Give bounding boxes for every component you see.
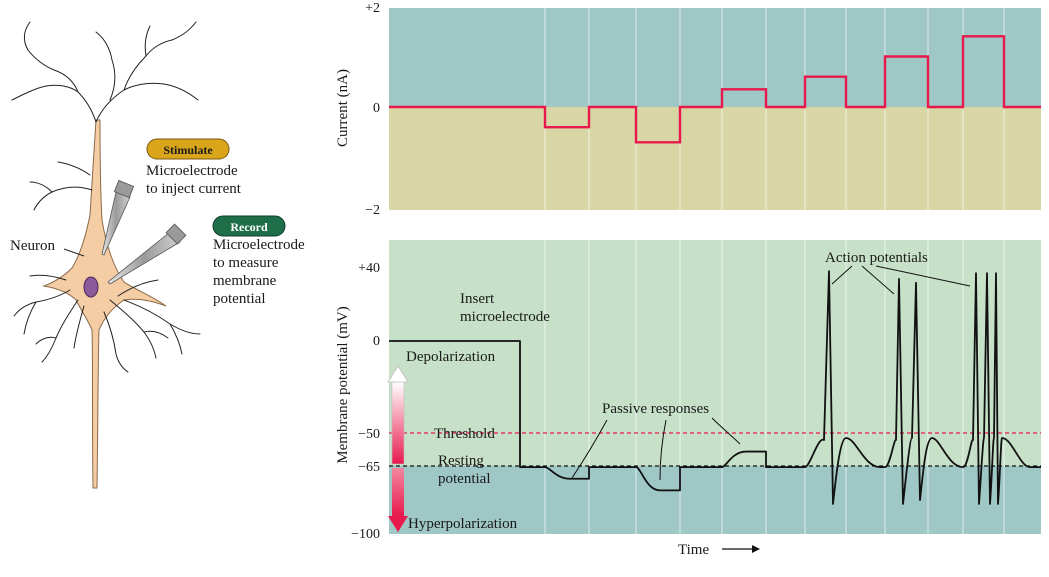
- time-arrow: [722, 545, 760, 553]
- neuron-nucleus: [83, 276, 99, 298]
- insert-label-1: Insert: [460, 291, 495, 307]
- resting-label-2: potential: [438, 471, 491, 487]
- neuron-leader-line: [63, 248, 85, 257]
- record-desc-2: to measure: [213, 255, 279, 271]
- potential-bg-below-rest: [389, 466, 1041, 534]
- potential-tick-minus100: −100: [351, 527, 380, 542]
- membrane-potential-line: [389, 270, 1041, 505]
- record-electrode: [107, 223, 187, 285]
- neuron-label: Neuron: [10, 238, 55, 254]
- time-label: Time: [678, 542, 709, 558]
- potential-ylabel: Membrane potential (mV): [335, 306, 351, 463]
- current-trace: [389, 35, 1041, 144]
- neuron-illustration: [11, 21, 201, 489]
- current-grid: [544, 8, 1005, 210]
- current-panel: +2 0 −2 Current (nA): [335, 1, 1041, 218]
- potential-panel: +40 0 −50 −65 −100 Membrane potential (m…: [335, 240, 1041, 558]
- passive-label: Passive responses: [602, 401, 709, 417]
- potential-tick-minus65: −65: [358, 460, 380, 475]
- record-desc-1: Microelectrode: [213, 237, 305, 253]
- annotation-leader-lines: [571, 265, 971, 481]
- depolarization-arrow: [387, 365, 409, 465]
- current-ylabel: Current (nA): [335, 69, 351, 147]
- stimulate-electrode: [101, 179, 135, 256]
- record-desc-4: potential: [213, 291, 266, 307]
- depolarization-label: Depolarization: [406, 349, 496, 365]
- record-badge: Record: [212, 215, 286, 237]
- stimulate-badge: Stimulate: [146, 138, 230, 160]
- stimulate-desc-1: Microelectrode: [146, 163, 238, 179]
- current-tick-0: 0: [373, 101, 380, 116]
- potential-trace: [389, 270, 1041, 505]
- record-desc-3: membrane: [213, 273, 277, 289]
- insert-label-2: microelectrode: [460, 309, 550, 325]
- current-bg-positive: [389, 8, 1041, 107]
- action-label: Action potentials: [825, 250, 928, 266]
- hyperpolarization-label: Hyperpolarization: [408, 516, 518, 532]
- hyperpolarization-arrow: [388, 468, 408, 532]
- resting-label-1: Resting: [438, 453, 484, 469]
- stimulate-desc-2: to inject current: [146, 181, 242, 197]
- record-label: Record: [230, 220, 268, 234]
- potential-tick-minus50: −50: [358, 427, 380, 442]
- current-tick-minus2: −2: [365, 203, 380, 218]
- current-step-line: [389, 35, 1041, 144]
- current-bg-negative: [389, 107, 1041, 210]
- stimulate-label: Stimulate: [163, 143, 213, 157]
- current-tick-plus2: +2: [365, 1, 380, 16]
- potential-tick-plus40: +40: [358, 261, 380, 276]
- threshold-label: Threshold: [434, 426, 495, 442]
- potential-tick-0: 0: [373, 334, 380, 349]
